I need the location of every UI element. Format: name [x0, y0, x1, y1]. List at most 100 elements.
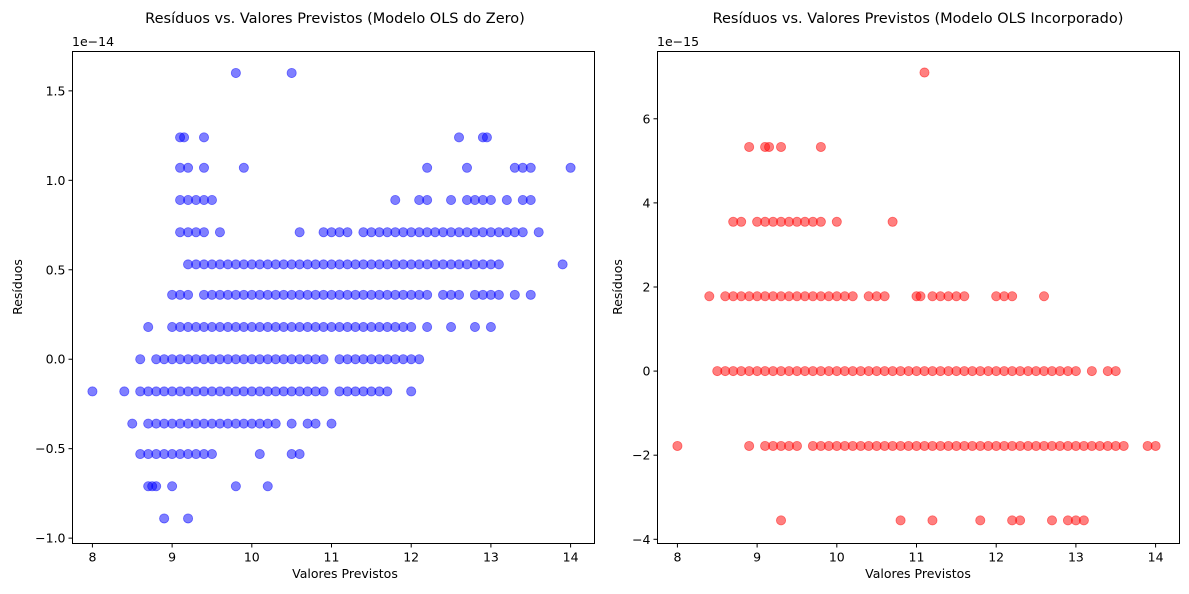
chart-title: Resíduos vs. Valores Previstos (Modelo O…	[145, 11, 525, 27]
data-point	[501, 194, 512, 205]
data-point	[286, 67, 297, 78]
data-point	[406, 386, 417, 397]
data-point	[127, 418, 138, 429]
data-point	[1078, 515, 1089, 526]
data-point	[406, 322, 417, 333]
data-point	[214, 227, 225, 238]
data-point	[198, 227, 209, 238]
data-point	[744, 141, 755, 152]
data-point	[270, 418, 281, 429]
data-point	[143, 322, 154, 333]
data-point	[1039, 291, 1050, 302]
data-point	[1015, 515, 1026, 526]
data-point	[672, 440, 683, 451]
x-tick-label: 9	[168, 550, 176, 565]
y-tick-label: 0.0	[46, 352, 66, 367]
data-point	[927, 515, 938, 526]
data-point	[87, 386, 98, 397]
x-axis-label: Valores Previstos	[292, 566, 398, 581]
data-point	[414, 354, 425, 365]
data-point	[183, 162, 194, 173]
data-point	[135, 354, 146, 365]
x-tick-label: 12	[988, 550, 1004, 565]
data-point	[119, 386, 130, 397]
plot-frame	[657, 51, 1180, 544]
data-point	[238, 162, 249, 173]
data-point	[736, 216, 747, 227]
data-point	[206, 194, 217, 205]
data-point	[485, 322, 496, 333]
data-point	[847, 291, 858, 302]
data-point	[390, 194, 401, 205]
data-point	[382, 386, 393, 397]
data-point	[446, 322, 457, 333]
y-offset-text: 1e−15	[657, 34, 699, 49]
data-point	[446, 194, 457, 205]
y-offset-text: 1e−14	[72, 34, 114, 49]
data-point	[198, 162, 209, 173]
data-point	[975, 515, 986, 526]
data-point	[254, 449, 265, 460]
data-point	[1070, 366, 1081, 377]
data-point	[557, 259, 568, 270]
y-tick-label: 0.5	[46, 262, 66, 277]
data-point	[294, 227, 305, 238]
data-point	[815, 141, 826, 152]
data-point	[919, 67, 930, 78]
data-point	[776, 515, 787, 526]
x-tick-label: 9	[753, 550, 761, 565]
x-tick-label: 14	[1148, 550, 1164, 565]
y-axis-label: Resíduos	[10, 259, 25, 315]
data-point	[183, 289, 194, 300]
scatter-points	[87, 67, 576, 524]
data-point	[1086, 366, 1097, 377]
data-point	[1046, 515, 1057, 526]
chart-panel-left: Resíduos vs. Valores Previstos (Modelo O…	[10, 11, 595, 581]
data-point	[230, 481, 241, 492]
data-point	[525, 194, 536, 205]
x-tick-label: 13	[483, 550, 499, 565]
data-point	[1007, 291, 1018, 302]
data-point	[879, 291, 890, 302]
data-point	[831, 216, 842, 227]
data-point	[454, 132, 465, 143]
data-point	[959, 291, 970, 302]
x-tick-label: 10	[244, 550, 260, 565]
x-tick-label: 14	[563, 550, 579, 565]
data-point	[493, 289, 504, 300]
data-point	[342, 227, 353, 238]
y-tick-label: −4	[632, 532, 650, 547]
data-point	[179, 132, 190, 143]
x-tick-label: 11	[909, 550, 925, 565]
y-tick-label: 2	[643, 279, 651, 294]
data-point	[310, 418, 321, 429]
data-point	[469, 322, 480, 333]
data-point	[525, 162, 536, 173]
data-point	[159, 513, 170, 524]
x-tick-label: 8	[673, 550, 681, 565]
data-point	[167, 481, 178, 492]
chart-title: Resíduos vs. Valores Previstos (Modelo O…	[713, 11, 1124, 27]
y-tick-label: 6	[643, 111, 651, 126]
data-point	[481, 132, 492, 143]
data-point	[422, 194, 433, 205]
data-point	[493, 259, 504, 270]
data-point	[485, 194, 496, 205]
x-tick-label: 12	[403, 550, 419, 565]
data-point	[764, 141, 775, 152]
chart-panel-right: Resíduos vs. Valores Previstos (Modelo O…	[610, 11, 1180, 581]
data-point	[318, 354, 329, 365]
x-tick-label: 10	[829, 550, 845, 565]
x-tick-label: 11	[324, 550, 340, 565]
data-point	[887, 216, 898, 227]
plot-frame	[72, 51, 595, 544]
x-axis-label: Valores Previstos	[865, 566, 971, 581]
data-point	[895, 515, 906, 526]
data-point	[422, 322, 433, 333]
data-point	[230, 67, 241, 78]
data-point	[565, 162, 576, 173]
data-point	[1118, 440, 1129, 451]
data-point	[815, 216, 826, 227]
